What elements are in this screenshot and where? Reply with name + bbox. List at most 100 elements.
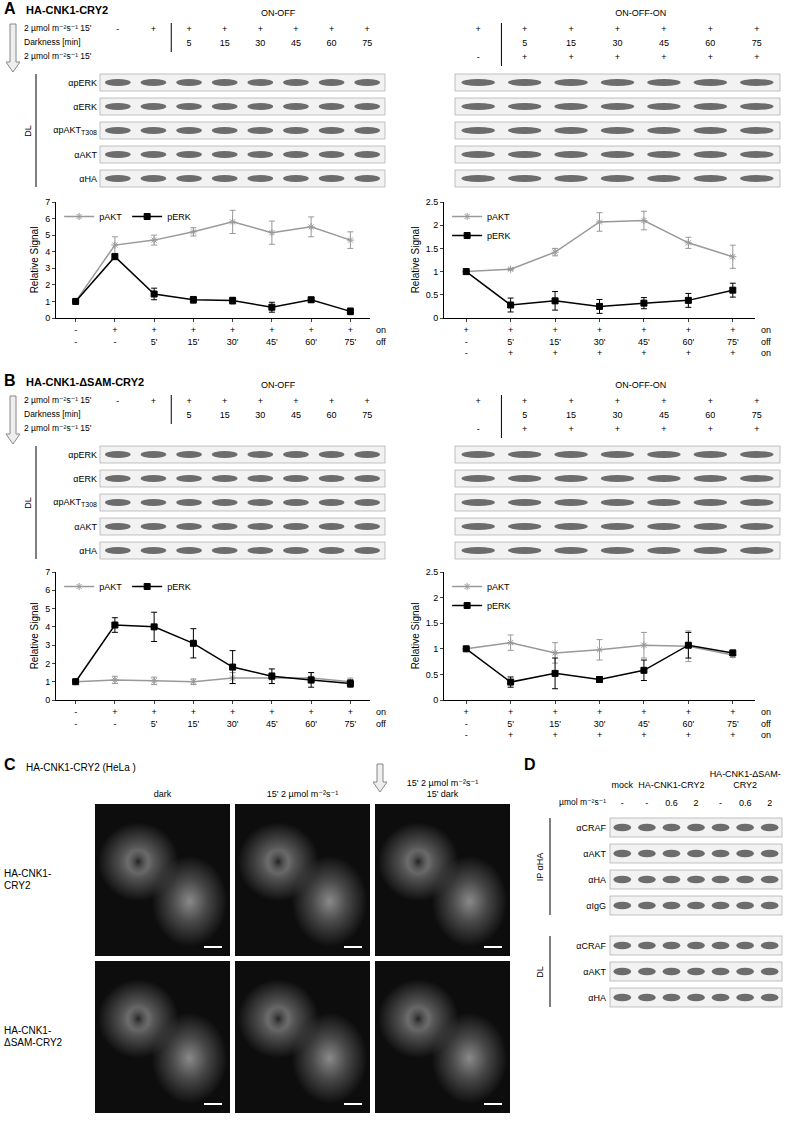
- svg-text:+5': +5': [151, 325, 158, 347]
- html-text:αAKT: αAKT: [74, 149, 97, 160]
- svg-text:+--: +--: [464, 325, 469, 358]
- html-text:HA-CNK1-ΔSAM-CRY2: HA-CNK1-ΔSAM-CRY2: [4, 1025, 63, 1048]
- svg-text:6: 6: [45, 214, 50, 224]
- svg-text:2: 2: [45, 659, 50, 669]
- svg-text:pERK: pERK: [487, 231, 511, 241]
- svg-text:1: 1: [45, 677, 50, 687]
- svg-text:+60'+: +60'+: [682, 707, 694, 740]
- svg-text:pAKT: pAKT: [487, 582, 510, 592]
- svg-text:5: 5: [45, 604, 50, 614]
- html-text:αAKT: αAKT: [583, 848, 606, 859]
- svg-text:--: --: [74, 707, 77, 729]
- svg-text:2: 2: [433, 220, 438, 230]
- svg-text:--: --: [74, 325, 77, 347]
- html-text:HA-CNK1-ΔSAM-CRY2: HA-CNK1-ΔSAM-CRY2: [709, 769, 781, 790]
- html-text:HA-CNK1-CRY2: HA-CNK1-CRY2: [4, 868, 52, 891]
- svg-text:pAKT: pAKT: [487, 212, 510, 222]
- svg-text:onoffon: onoffon: [761, 707, 771, 740]
- svg-text:pERK: pERK: [487, 601, 511, 611]
- svg-text:1.5: 1.5: [426, 618, 439, 628]
- svg-text:1: 1: [433, 644, 438, 654]
- svg-text:5: 5: [45, 230, 50, 240]
- svg-text:Relative Signal: Relative Signal: [410, 603, 421, 670]
- html-text:HA-CNK1-ΔSAM-CRY2: HA-CNK1-ΔSAM-CRY2: [26, 376, 145, 388]
- svg-text:pAKT: pAKT: [99, 582, 122, 592]
- html-text:αpAKTT308: αpAKTT308: [53, 124, 97, 136]
- svg-text:Relative Signal: Relative Signal: [29, 227, 40, 294]
- svg-text:+15': +15': [188, 707, 200, 729]
- svg-text:2.5: 2.5: [426, 197, 439, 207]
- svg-text:+5': +5': [151, 707, 158, 729]
- svg-text:+30'+: +30'+: [594, 707, 606, 740]
- svg-text:Relative Signal: Relative Signal: [410, 227, 421, 294]
- svg-text:6: 6: [45, 585, 50, 595]
- svg-text:+30'+: +30'+: [594, 325, 606, 358]
- html-text:C: C: [4, 756, 16, 773]
- html-text:αHA: αHA: [79, 173, 97, 184]
- svg-text:onoff: onoff: [376, 325, 386, 347]
- svg-text:+75': +75': [345, 325, 357, 347]
- svg-text:7: 7: [45, 567, 50, 577]
- svg-text:1: 1: [45, 297, 50, 307]
- svg-text:1: 1: [433, 267, 438, 277]
- svg-text:1.5: 1.5: [426, 244, 439, 254]
- svg-text:2: 2: [433, 593, 438, 603]
- svg-text:3: 3: [45, 263, 50, 273]
- svg-text:+75'+: +75'+: [727, 325, 739, 358]
- svg-text:+60': +60': [305, 707, 317, 729]
- html-text:αERK: αERK: [73, 473, 97, 484]
- html-text:αERK: αERK: [73, 101, 97, 112]
- svg-text:0.5: 0.5: [426, 670, 439, 680]
- svg-text:+75'+: +75'+: [727, 707, 739, 740]
- svg-text:2: 2: [45, 280, 50, 290]
- svg-text:+45'+: +45'+: [638, 707, 650, 740]
- svg-text:onoff: onoff: [376, 707, 386, 729]
- svg-text:+--: +--: [464, 707, 469, 740]
- svg-text:0: 0: [45, 695, 50, 705]
- svg-text:+45': +45': [266, 707, 278, 729]
- svg-text:+30': +30': [227, 707, 239, 729]
- svg-text:+15'+: +15'+: [549, 325, 561, 358]
- svg-text:pERK: pERK: [167, 212, 191, 222]
- svg-text:+-: +-: [112, 707, 117, 729]
- svg-text:4: 4: [45, 247, 50, 257]
- html-text:αAKT: αAKT: [74, 521, 97, 532]
- svg-text:+15'+: +15'+: [549, 707, 561, 740]
- html-text:αpERK: αpERK: [68, 77, 97, 88]
- html-text:HA-CNK1-CRY2: HA-CNK1-CRY2: [638, 779, 705, 790]
- svg-text:+45'+: +45'+: [638, 325, 650, 358]
- html-text:B: B: [4, 372, 16, 389]
- svg-text:onoffon: onoffon: [761, 325, 771, 358]
- svg-text:+30': +30': [227, 325, 239, 347]
- svg-text:0.5: 0.5: [426, 290, 439, 300]
- svg-text:0: 0: [433, 695, 438, 705]
- svg-text:4: 4: [45, 622, 50, 632]
- svg-text:+5'+: +5'+: [507, 325, 514, 358]
- svg-text:3: 3: [45, 640, 50, 650]
- svg-text:+60'+: +60'+: [682, 325, 694, 358]
- svg-text:+15': +15': [188, 325, 200, 347]
- svg-text:pERK: pERK: [167, 582, 191, 592]
- svg-text:+-: +-: [112, 325, 117, 347]
- html-text:HA-CNK1-CRY2 (HeLa ): HA-CNK1-CRY2 (HeLa ): [26, 762, 136, 773]
- html-text:DL: DL: [22, 496, 33, 509]
- html-text:D: D: [524, 756, 536, 773]
- html-text:HA-CNK1-CRY2: HA-CNK1-CRY2: [26, 4, 109, 16]
- svg-text:7: 7: [45, 197, 50, 207]
- svg-text:2.5: 2.5: [426, 567, 439, 577]
- svg-text:Relative Signal: Relative Signal: [29, 603, 40, 670]
- html-text:mock: mock: [611, 779, 633, 790]
- svg-text:+75': +75': [345, 707, 357, 729]
- html-text:αpERK: αpERK: [68, 449, 97, 460]
- svg-text:+60': +60': [305, 325, 317, 347]
- svg-text:0: 0: [433, 313, 438, 323]
- html-text:αHA: αHA: [79, 545, 97, 556]
- html-text:αpAKTT308: αpAKTT308: [53, 496, 97, 508]
- svg-text:+45': +45': [266, 325, 278, 347]
- svg-text:0: 0: [45, 313, 50, 323]
- svg-text:+5'+: +5'+: [507, 707, 514, 740]
- html-text:A: A: [4, 0, 16, 17]
- html-text:DL: DL: [22, 124, 33, 137]
- html-text:αCRAF: αCRAF: [576, 822, 606, 833]
- svg-text:pAKT: pAKT: [99, 212, 122, 222]
